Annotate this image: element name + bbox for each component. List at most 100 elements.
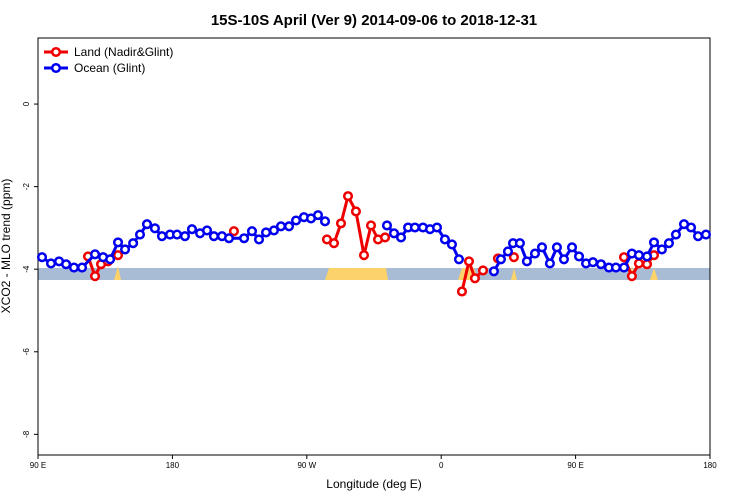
point	[179, 231, 190, 242]
point	[186, 224, 198, 235]
point	[61, 259, 72, 270]
y-axis-label: XCO2 - MLO trend (ppm)	[0, 179, 13, 314]
y-tick-label: -6	[22, 348, 31, 356]
legend-swatch-point	[50, 62, 62, 74]
point	[105, 254, 116, 265]
legend-label: Ocean (Glint)	[74, 61, 145, 75]
point	[134, 229, 146, 240]
point	[290, 215, 302, 226]
point	[171, 229, 183, 240]
point	[469, 273, 480, 284]
x-tick-label: 90 E	[30, 461, 46, 470]
point	[508, 252, 519, 263]
point	[514, 238, 525, 249]
point	[409, 222, 420, 233]
point	[342, 191, 354, 202]
point	[633, 250, 644, 261]
plot-frame	[37, 37, 711, 456]
point	[112, 250, 124, 261]
point	[223, 233, 235, 244]
point	[618, 252, 630, 263]
legend-swatch-point	[50, 46, 62, 58]
point	[381, 220, 393, 231]
point	[618, 262, 630, 273]
legend: Land (Nadir&Glint) Ocean (Glint)	[44, 45, 173, 75]
point	[120, 244, 131, 255]
point	[141, 219, 153, 230]
point	[260, 227, 272, 238]
point	[610, 262, 621, 273]
land-area	[114, 266, 121, 280]
x-tick-label: 90 W	[297, 461, 316, 470]
x-tick-label: 0	[439, 461, 444, 470]
point	[45, 258, 57, 269]
point	[453, 254, 465, 265]
point	[446, 239, 458, 250]
point	[112, 237, 124, 248]
point	[573, 251, 585, 262]
point	[558, 254, 570, 265]
chart-title: 15S-10S April (Ver 9) 2014-09-06 to 2018…	[211, 12, 537, 29]
point	[283, 221, 295, 232]
point	[456, 286, 468, 297]
legend-label: Land (Nadir&Glint)	[74, 45, 173, 59]
point	[544, 258, 555, 269]
y-tick-label: 0	[22, 101, 31, 106]
point	[529, 248, 541, 259]
point	[670, 229, 682, 240]
point	[685, 222, 697, 233]
point	[566, 242, 578, 253]
point	[595, 259, 607, 270]
point	[246, 226, 258, 237]
point	[488, 266, 499, 277]
point	[312, 210, 324, 221]
point	[350, 206, 361, 217]
point	[641, 251, 653, 262]
x-tick-label: 180	[703, 461, 717, 470]
y-tick-label: -8	[22, 430, 31, 438]
point	[633, 258, 644, 269]
point	[358, 250, 370, 261]
point	[648, 237, 660, 248]
x-tick-label: 180	[166, 461, 180, 470]
point	[77, 262, 88, 273]
point	[388, 228, 400, 239]
point	[365, 220, 377, 231]
point	[431, 222, 443, 233]
point	[656, 244, 667, 255]
point	[149, 223, 160, 234]
point	[626, 271, 637, 282]
point	[253, 234, 265, 245]
point	[551, 242, 562, 253]
point	[128, 238, 139, 249]
x-axis-label: Longitude (deg E)	[326, 477, 421, 491]
point	[68, 262, 80, 273]
point	[228, 226, 239, 237]
point	[268, 225, 279, 236]
point	[587, 257, 598, 268]
x-tick-label: 90 E	[567, 461, 583, 470]
point	[463, 256, 475, 267]
point	[335, 218, 347, 229]
point	[89, 271, 101, 282]
point	[495, 254, 506, 265]
point	[395, 232, 407, 243]
point	[208, 231, 219, 242]
point	[663, 238, 674, 249]
point	[201, 225, 213, 236]
y-tick-label: -2	[22, 183, 31, 191]
point	[36, 252, 48, 263]
point	[700, 229, 712, 240]
point	[319, 216, 331, 227]
point	[380, 232, 391, 243]
point	[521, 256, 532, 267]
point	[641, 259, 653, 270]
point	[693, 231, 704, 242]
point	[502, 246, 514, 257]
land-area	[325, 268, 388, 280]
point	[239, 233, 250, 244]
point	[89, 249, 101, 260]
point	[477, 265, 489, 276]
point	[275, 221, 287, 232]
